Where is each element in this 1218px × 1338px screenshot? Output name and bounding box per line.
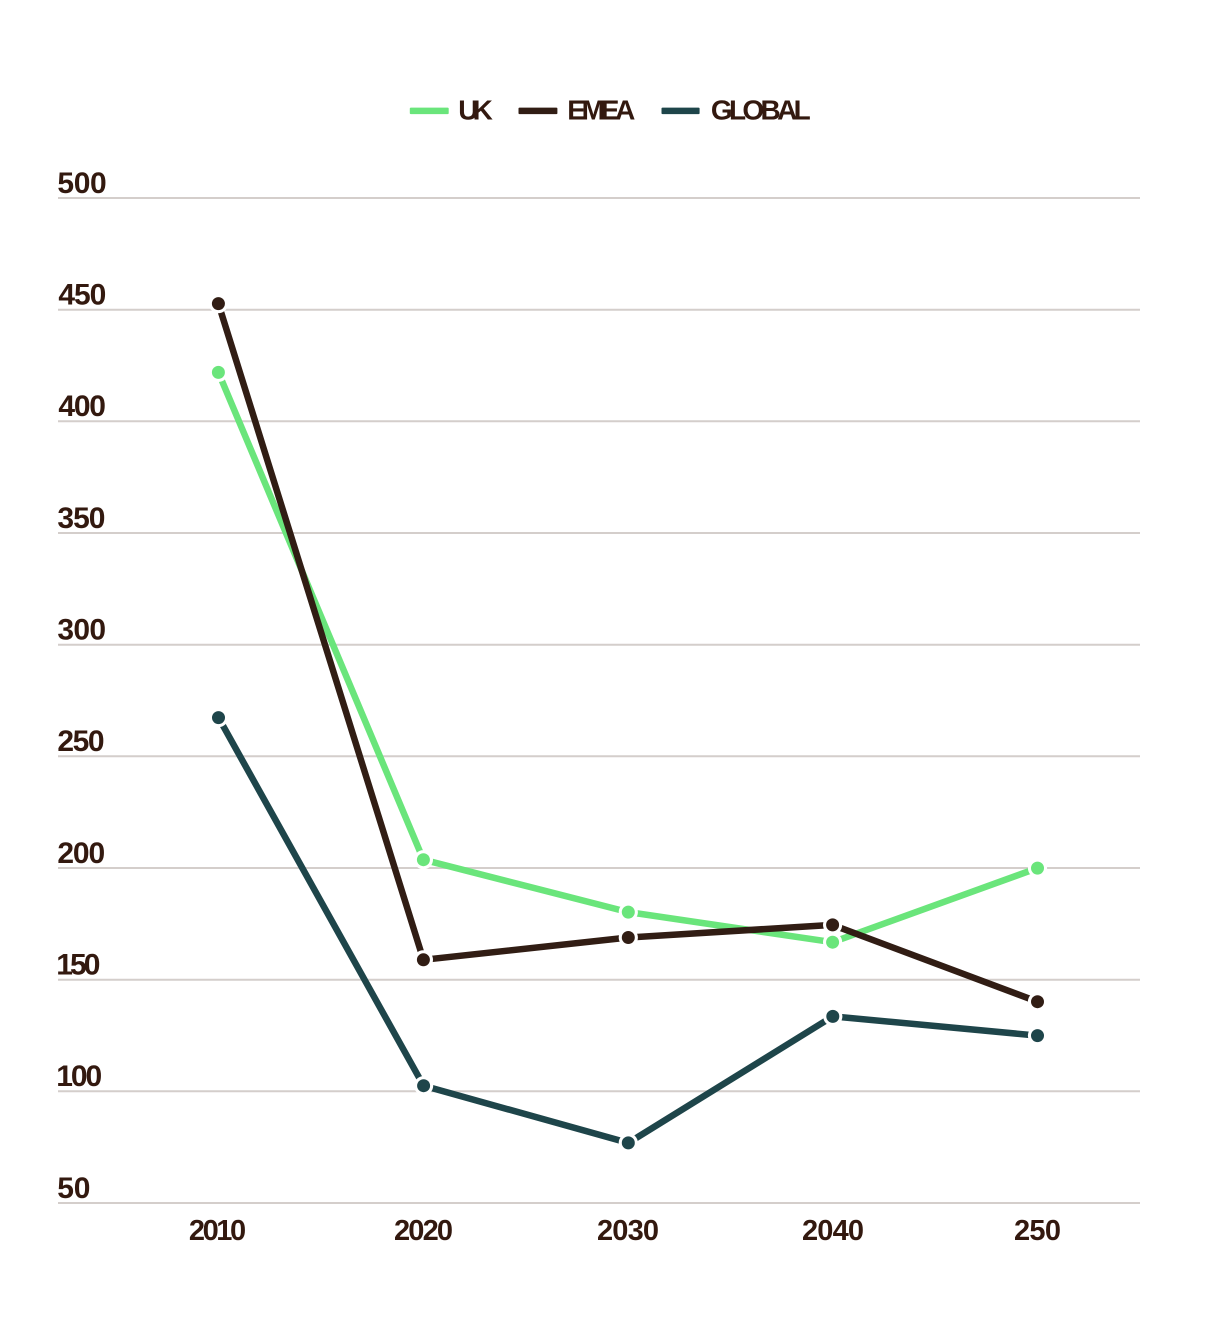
svg-text:2030: 2030 — [597, 1215, 659, 1247]
svg-text:GLOBAL: GLOBAL — [711, 95, 811, 126]
svg-text:300: 300 — [57, 614, 106, 647]
svg-text:350: 350 — [57, 502, 105, 535]
svg-text:250: 250 — [1014, 1215, 1061, 1247]
svg-text:2010: 2010 — [189, 1215, 246, 1247]
svg-text:50: 50 — [57, 1172, 90, 1205]
svg-text:150: 150 — [56, 949, 100, 982]
svg-text:450: 450 — [58, 279, 106, 312]
svg-text:400: 400 — [58, 390, 106, 423]
svg-text:EMEA: EMEA — [567, 95, 635, 126]
svg-text:UK: UK — [458, 95, 493, 126]
svg-text:100: 100 — [56, 1060, 102, 1093]
svg-text:200: 200 — [57, 837, 105, 870]
svg-text:500: 500 — [57, 167, 106, 200]
svg-text:2020: 2020 — [394, 1215, 453, 1247]
svg-text:2040: 2040 — [802, 1215, 864, 1247]
svg-text:250: 250 — [57, 725, 104, 758]
